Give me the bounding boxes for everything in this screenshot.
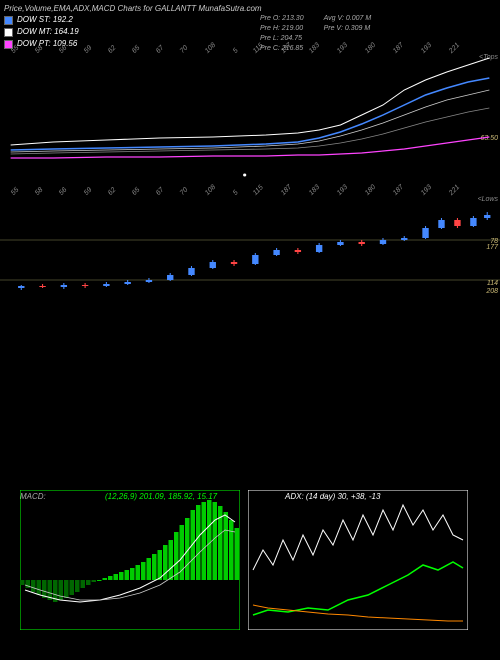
legend-item: DOW MT: 164.19 bbox=[4, 26, 79, 38]
candlestick-chart bbox=[0, 190, 500, 310]
indicator-panels bbox=[0, 490, 500, 640]
legend-item: DOW ST: 192.2 bbox=[4, 14, 79, 26]
price-level-label: 208 bbox=[486, 288, 498, 295]
price-level-label: 114 bbox=[487, 280, 498, 287]
ema-price-chart bbox=[0, 50, 500, 180]
price-level-label: 177 bbox=[486, 244, 498, 251]
